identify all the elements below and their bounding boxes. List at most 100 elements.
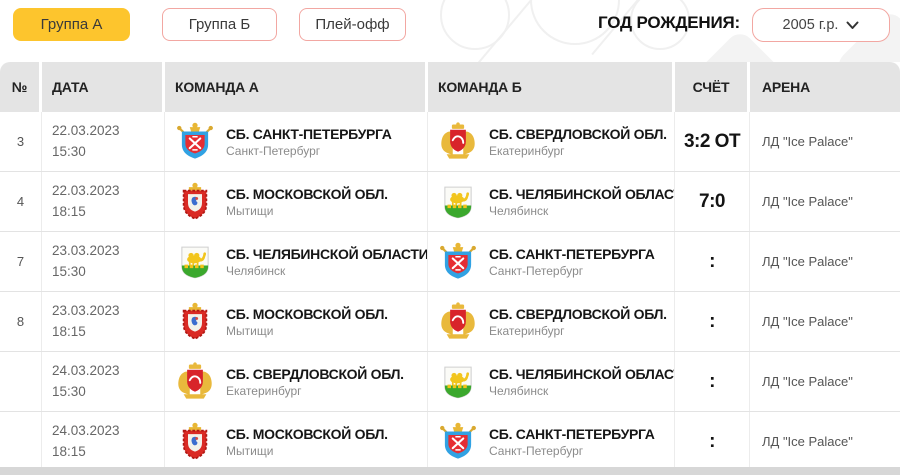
header-date: ДАТА — [42, 62, 165, 112]
team-name: СБ. МОСКОВСКОЙ ОБЛ. — [226, 305, 388, 322]
team-city: Санкт-Петербург — [226, 143, 321, 158]
team-a-cell: СБ. МОСКОВСКОЙ ОБЛ. Мытищи — [165, 292, 428, 351]
date-text: 23.03.2023 — [52, 243, 120, 259]
match-row[interactable]: 24.03.2023 15:30 СБ. СВЕРДЛОВСКОЙ ОБЛ. Е… — [0, 352, 900, 412]
team-b-cell: СБ. ЧЕЛЯБИНСКОЙ ОБЛАСТИ Челябинск — [428, 172, 675, 231]
match-row[interactable]: 7 23.03.2023 15:30 СБ. ЧЕЛЯБИНСКОЙ ОБЛАС… — [0, 232, 900, 292]
team-city: Челябинск — [489, 383, 549, 398]
match-number — [0, 352, 42, 411]
date-text: 22.03.2023 — [52, 183, 120, 199]
match-date: 23.03.2023 18:15 — [42, 292, 165, 351]
moscow-obl-coat-of-arms-icon — [174, 421, 216, 463]
team-city: Санкт-Петербург — [489, 443, 584, 458]
match-number — [0, 412, 42, 471]
time-text: 18:15 — [52, 203, 86, 219]
team-a-cell: СБ. ЧЕЛЯБИНСКОЙ ОБЛАСТИ Челябинск — [165, 232, 428, 291]
match-score: 3:2 ОТ — [675, 112, 750, 171]
team-city: Мытищи — [226, 443, 274, 458]
header-team-a: КОМАНДА А — [165, 62, 428, 112]
team-b-cell: СБ. САНКТ-ПЕТЕРБУРГА Санкт-Петербург — [428, 412, 675, 471]
team-b-cell: СБ. СВЕРДЛОВСКОЙ ОБЛ. Екатеринбург — [428, 292, 675, 351]
match-row[interactable]: 3 22.03.2023 15:30 СБ. САНКТ-ПЕТЕРБУРГА … — [0, 112, 900, 172]
team-city: Екатеринбург — [489, 323, 565, 338]
team-city: Екатеринбург — [226, 383, 302, 398]
tab-group-a[interactable]: Группа А — [13, 8, 130, 41]
match-arena: ЛД "Ice Palace" — [762, 434, 853, 449]
header-num: № — [0, 62, 42, 112]
birth-year-dropdown[interactable]: 2005 г.р. — [752, 8, 890, 42]
team-name: СБ. МОСКОВСКОЙ ОБЛ. — [226, 425, 388, 442]
footer-bar — [0, 467, 900, 475]
match-score: : — [675, 352, 750, 411]
time-text: 18:15 — [52, 323, 86, 339]
team-b-cell: СБ. ЧЕЛЯБИНСКОЙ ОБЛАСТИ Челябинск — [428, 352, 675, 411]
match-row[interactable]: 24.03.2023 18:15 СБ. МОСКОВСКОЙ ОБЛ. Мыт… — [0, 412, 900, 472]
spb-coat-of-arms-icon — [437, 241, 479, 283]
match-number: 7 — [0, 232, 42, 291]
sverdlovsk-coat-of-arms-icon — [437, 121, 479, 163]
birth-year-label: ГОД РОЖДЕНИЯ: — [598, 13, 740, 32]
chelyabinsk-coat-of-arms-icon — [174, 241, 216, 283]
team-name: СБ. ЧЕЛЯБИНСКОЙ ОБЛАСТИ — [226, 245, 428, 262]
time-text: 15:30 — [52, 383, 86, 399]
team-name: СБ. СВЕРДЛОВСКОЙ ОБЛ. — [489, 125, 667, 142]
match-number: 3 — [0, 112, 42, 171]
team-city: Челябинск — [226, 263, 286, 278]
match-score: : — [675, 412, 750, 471]
chevron-down-icon — [846, 21, 859, 29]
birth-year-value: 2005 г.р. — [782, 17, 839, 33]
team-city: Мытищи — [226, 203, 274, 218]
moscow-obl-coat-of-arms-icon — [174, 301, 216, 343]
header-team-b: КОМАНДА Б — [428, 62, 675, 112]
match-arena: ЛД "Ice Palace" — [762, 374, 853, 389]
match-score: : — [675, 232, 750, 291]
team-city: Екатеринбург — [489, 143, 565, 158]
team-name: СБ. САНКТ-ПЕТЕРБУРГА — [489, 245, 655, 262]
team-name: СБ. СВЕРДЛОВСКОЙ ОБЛ. — [489, 305, 667, 322]
team-name: СБ. СВЕРДЛОВСКОЙ ОБЛ. — [226, 365, 404, 382]
match-row[interactable]: 8 23.03.2023 18:15 СБ. МОСКОВСКОЙ ОБЛ. М… — [0, 292, 900, 352]
team-b-cell: СБ. СВЕРДЛОВСКОЙ ОБЛ. Екатеринбург — [428, 112, 675, 171]
match-date: 22.03.2023 18:15 — [42, 172, 165, 231]
team-city: Санкт-Петербург — [489, 263, 584, 278]
time-text: 15:30 — [52, 143, 86, 159]
team-a-cell: СБ. МОСКОВСКОЙ ОБЛ. Мытищи — [165, 172, 428, 231]
match-date: 24.03.2023 18:15 — [42, 412, 165, 471]
date-text: 24.03.2023 — [52, 423, 120, 439]
spb-coat-of-arms-icon — [437, 421, 479, 463]
chelyabinsk-coat-of-arms-icon — [437, 361, 479, 403]
time-text: 15:30 — [52, 263, 86, 279]
match-arena: ЛД "Ice Palace" — [762, 194, 853, 209]
table-header-row: № ДАТА КОМАНДА А КОМАНДА Б СЧЁТ АРЕНА — [0, 62, 900, 112]
match-date: 24.03.2023 15:30 — [42, 352, 165, 411]
matches-table: № ДАТА КОМАНДА А КОМАНДА Б СЧЁТ АРЕНА 3 … — [0, 62, 900, 472]
match-number: 8 — [0, 292, 42, 351]
match-arena: ЛД "Ice Palace" — [762, 254, 853, 269]
team-name: СБ. САНКТ-ПЕТЕРБУРГА — [489, 425, 655, 442]
header-score: СЧЁТ — [675, 62, 750, 112]
match-arena: ЛД "Ice Palace" — [762, 134, 853, 149]
header-arena: АРЕНА — [750, 62, 900, 112]
team-a-cell: СБ. САНКТ-ПЕТЕРБУРГА Санкт-Петербург — [165, 112, 428, 171]
team-city: Мытищи — [226, 323, 274, 338]
match-row[interactable]: 4 22.03.2023 18:15 СБ. МОСКОВСКОЙ ОБЛ. М… — [0, 172, 900, 232]
sverdlovsk-coat-of-arms-icon — [437, 301, 479, 343]
time-text: 18:15 — [52, 443, 86, 459]
date-text: 23.03.2023 — [52, 303, 120, 319]
tab-playoff[interactable]: Плей-офф — [299, 8, 406, 41]
match-arena: ЛД "Ice Palace" — [762, 314, 853, 329]
moscow-obl-coat-of-arms-icon — [174, 181, 216, 223]
match-score: : — [675, 292, 750, 351]
team-b-cell: СБ. САНКТ-ПЕТЕРБУРГА Санкт-Петербург — [428, 232, 675, 291]
team-name: СБ. ЧЕЛЯБИНСКОЙ ОБЛАСТИ — [489, 365, 675, 382]
match-score: 7:0 — [675, 172, 750, 231]
team-city: Челябинск — [489, 203, 549, 218]
date-text: 22.03.2023 — [52, 123, 120, 139]
team-a-cell: СБ. МОСКОВСКОЙ ОБЛ. Мытищи — [165, 412, 428, 471]
tab-group-b[interactable]: Группа Б — [162, 8, 277, 41]
team-name: СБ. ЧЕЛЯБИНСКОЙ ОБЛАСТИ — [489, 185, 675, 202]
chelyabinsk-coat-of-arms-icon — [437, 181, 479, 223]
match-date: 22.03.2023 15:30 — [42, 112, 165, 171]
match-date: 23.03.2023 15:30 — [42, 232, 165, 291]
